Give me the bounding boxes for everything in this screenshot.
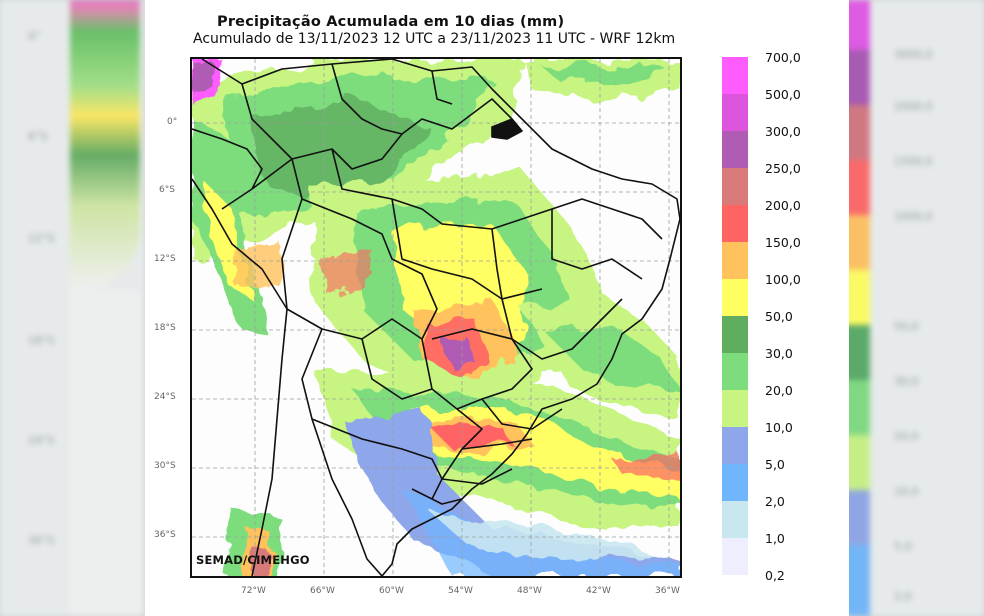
legend-label: 2,0 — [765, 494, 785, 509]
legend-swatch — [722, 464, 748, 501]
legend-label: 100,0 — [765, 272, 801, 287]
blurred-tick: 2,0 — [894, 590, 912, 603]
legend-swatch — [722, 390, 748, 427]
legend-label: 200,0 — [765, 198, 801, 213]
legend-label: 700,0 — [765, 50, 801, 65]
legend-swatch — [722, 131, 748, 168]
blurred-tick: 0° — [28, 30, 41, 43]
blurred-map-strip-lower — [70, 290, 140, 616]
legend-swatch — [722, 316, 748, 353]
map-subtitle: Acumulado de 13/11/2023 12 UTC a 23/11/2… — [193, 31, 676, 47]
legend-swatch — [722, 427, 748, 464]
blurred-tick: 1500,0 — [894, 155, 933, 168]
blurred-tick: 1000,0 — [894, 210, 933, 223]
legend-swatch — [722, 94, 748, 131]
precip-field — [192, 59, 680, 576]
legend-swatch — [722, 168, 748, 205]
legend-label: 1,0 — [765, 531, 785, 546]
lon-label: 42°W — [586, 586, 611, 596]
blurred-tick: 30,0 — [894, 375, 919, 388]
map-credit: SEMAD/CIMEHGO — [196, 553, 310, 567]
legend-label: 10,0 — [765, 420, 793, 435]
blurred-tick: 18°S — [28, 334, 55, 347]
lon-label: 54°W — [448, 586, 473, 596]
legend-label: 50,0 — [765, 309, 793, 324]
legend-swatch — [722, 353, 748, 390]
lat-label: 6°S — [159, 185, 175, 195]
lon-label: 72°W — [241, 586, 266, 596]
legend-label: 5,0 — [765, 457, 785, 472]
lat-label: 24°S — [154, 392, 176, 402]
blurred-tick: 20,0 — [894, 430, 919, 443]
background-blur-right: 3000,0 2000,0 1500,0 1000,0 50,0 30,0 20… — [834, 0, 984, 616]
legend-swatch — [722, 279, 748, 316]
map-canvas — [192, 59, 680, 576]
precipitation-map: SEMAD/CIMEHGO — [190, 57, 682, 578]
legend-label: 20,0 — [765, 383, 793, 398]
blurred-tick: 30°S — [28, 534, 55, 547]
blurred-map-strip — [70, 0, 140, 290]
legend-swatch — [722, 205, 748, 242]
legend-swatch — [722, 501, 748, 538]
lat-label: 18°S — [154, 323, 176, 333]
lat-label: 12°S — [154, 254, 176, 264]
legend-label: 0,2 — [765, 568, 785, 583]
legend-label: 30,0 — [765, 346, 793, 361]
lon-label: 36°W — [655, 586, 680, 596]
blurred-tick: 24°S — [28, 434, 55, 447]
legend-label: 300,0 — [765, 124, 801, 139]
legend-swatch — [722, 242, 748, 279]
background-blur-left: 0° 6°S 12°S 18°S 24°S 30°S — [0, 0, 145, 616]
legend-label: 500,0 — [765, 87, 801, 102]
legend-label: 250,0 — [765, 161, 801, 176]
blurred-tick: 3000,0 — [894, 48, 933, 61]
lon-label: 66°W — [310, 586, 335, 596]
blurred-tick: 12°S — [28, 232, 55, 245]
legend-colorbar — [722, 57, 748, 575]
graticule — [192, 59, 680, 576]
legend-swatch — [722, 538, 748, 575]
blurred-tick: 10,0 — [894, 485, 919, 498]
map-title: Precipitação Acumulada em 10 dias (mm) — [217, 14, 565, 30]
lon-label: 60°W — [379, 586, 404, 596]
precip-field-peaks — [192, 59, 372, 294]
borders — [192, 59, 680, 576]
blurred-tick: 6°S — [28, 130, 48, 143]
lat-label: 36°S — [154, 530, 176, 540]
blurred-tick: 2000,0 — [894, 100, 933, 113]
lat-label: 0° — [167, 117, 178, 127]
legend-label: 150,0 — [765, 235, 801, 250]
blurred-tick: 5,0 — [894, 540, 912, 553]
legend-swatch — [722, 57, 748, 94]
lon-label: 48°W — [517, 586, 542, 596]
blurred-tick: 50,0 — [894, 320, 919, 333]
forecast-map-card: Precipitação Acumulada em 10 dias (mm) A… — [145, 0, 849, 616]
lat-label: 30°S — [154, 461, 176, 471]
